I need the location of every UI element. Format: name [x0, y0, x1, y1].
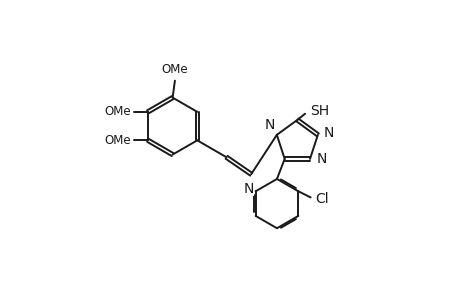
Text: N: N	[315, 152, 326, 166]
Text: OMe: OMe	[104, 134, 131, 147]
Text: Cl: Cl	[314, 192, 328, 206]
Text: N: N	[243, 182, 253, 196]
Text: N: N	[323, 126, 334, 140]
Text: OMe: OMe	[104, 105, 131, 118]
Text: N: N	[264, 118, 274, 132]
Text: OMe: OMe	[161, 63, 188, 76]
Text: SH: SH	[309, 104, 328, 118]
